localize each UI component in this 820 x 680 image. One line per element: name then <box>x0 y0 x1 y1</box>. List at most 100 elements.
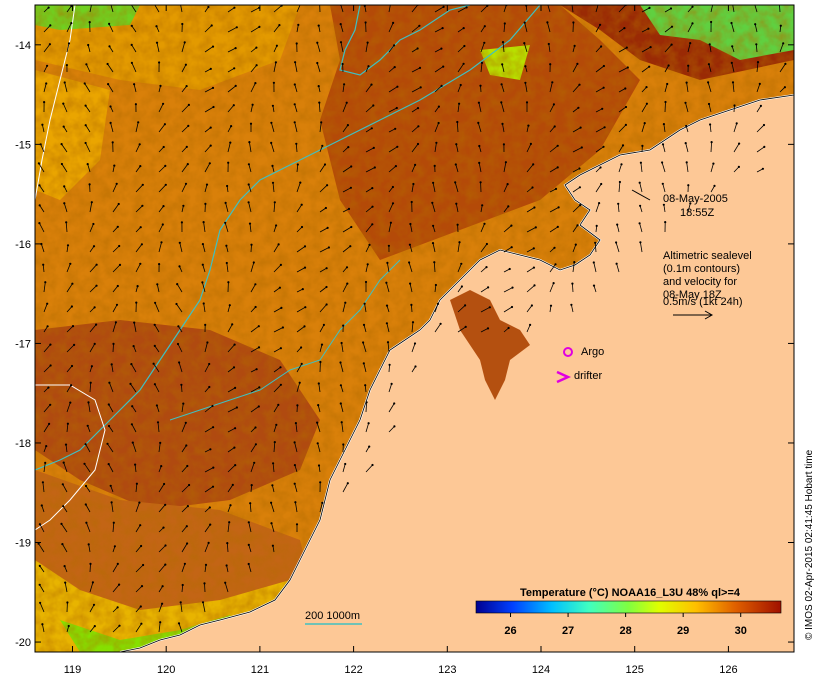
velocity-arrow <box>641 66 650 73</box>
velocity-arrow <box>88 544 91 553</box>
velocity-arrow <box>181 64 187 73</box>
velocity-arrow <box>640 242 643 253</box>
velocity-arrow <box>756 168 764 173</box>
velocity-arrow <box>273 307 282 313</box>
velocity-arrow <box>66 325 74 333</box>
velocity-arrow-head <box>322 323 325 326</box>
velocity-arrow <box>480 5 488 13</box>
y-tick-label: -14 <box>15 40 31 52</box>
velocity-arrow <box>249 223 252 233</box>
velocity-arrow <box>250 387 260 393</box>
velocity-arrow <box>43 326 48 333</box>
velocity-arrow-head <box>201 601 205 604</box>
velocity-arrow-head <box>130 3 132 5</box>
velocity-arrow <box>135 263 141 273</box>
velocity-arrow <box>502 42 505 53</box>
velocity-arrow <box>88 402 91 413</box>
velocity-arrow <box>86 64 91 73</box>
velocity-arrow-head <box>551 81 554 84</box>
velocity-arrow-head <box>38 564 41 568</box>
velocity-arrow <box>386 305 390 313</box>
velocity-arrow <box>386 282 390 293</box>
velocity-arrow-head <box>234 464 237 467</box>
velocity-arrow <box>271 122 275 133</box>
velocity-arrow-head <box>393 66 396 69</box>
velocity-arrow-head <box>666 82 669 86</box>
velocity-arrow <box>457 63 464 73</box>
velocity-arrow-head <box>48 43 52 46</box>
velocity-arrow-head <box>576 224 579 227</box>
velocity-arrow <box>249 142 252 153</box>
velocity-arrow-head <box>201 243 204 246</box>
velocity-arrow-head <box>159 84 162 87</box>
velocity-arrow <box>85 504 91 513</box>
argo-marker <box>563 347 573 357</box>
velocity-arrow <box>43 282 46 293</box>
velocity-arrow-head <box>294 422 297 425</box>
velocity-arrow-head <box>437 105 440 108</box>
velocity-arrow-head <box>645 86 648 89</box>
velocity-arrow <box>250 104 253 113</box>
velocity-arrow <box>501 64 505 73</box>
velocity-arrow <box>294 483 298 493</box>
velocity-arrow-head <box>62 125 65 128</box>
velocity-arrow-head <box>206 341 209 344</box>
velocity-arrow <box>434 48 442 53</box>
velocity-arrow-head <box>685 81 688 84</box>
velocity-arrow <box>615 242 620 253</box>
velocity-arrow <box>503 183 508 193</box>
velocity-arrow-head <box>321 501 324 504</box>
velocity-arrow <box>340 42 344 53</box>
velocity-arrow-head <box>211 45 215 48</box>
velocity-arrow-head <box>229 141 232 144</box>
velocity-arrow <box>62 505 68 513</box>
velocity-arrow-head <box>155 25 158 28</box>
velocity-arrow-head <box>344 462 347 466</box>
velocity-arrow-head <box>437 121 440 125</box>
velocity-arrow <box>526 227 536 233</box>
velocity-arrow <box>294 442 298 453</box>
velocity-arrow-head <box>784 62 787 65</box>
velocity-arrow <box>226 565 229 573</box>
velocity-arrow-head <box>234 386 237 389</box>
velocity-arrow <box>250 406 260 413</box>
velocity-arrow-head <box>185 145 188 148</box>
velocity-arrow <box>388 66 395 73</box>
velocity-arrow <box>572 147 582 153</box>
velocity-arrow-head <box>43 101 46 104</box>
velocity-arrow-head <box>159 621 162 624</box>
velocity-arrow-head <box>483 25 486 28</box>
legend-line-5: 0.5m/s (1kt 24h) <box>663 296 742 308</box>
velocity-arrow-head <box>117 202 120 206</box>
velocity-arrow-head <box>247 521 250 524</box>
velocity-arrow <box>158 603 163 613</box>
velocity-arrow-head <box>209 67 212 70</box>
velocity-arrow <box>227 505 231 513</box>
velocity-arrow <box>66 344 75 353</box>
velocity-arrow <box>85 485 91 493</box>
velocity-arrow <box>664 101 666 113</box>
velocity-arrow-head <box>112 342 115 345</box>
velocity-arrow-head <box>389 221 392 224</box>
velocity-arrow-head <box>159 441 162 444</box>
velocity-arrow-head <box>624 123 628 126</box>
velocity-arrow-head <box>209 144 212 147</box>
velocity-arrow-head <box>275 44 278 47</box>
velocity-arrow-head <box>84 124 87 127</box>
velocity-arrow-head <box>342 324 345 327</box>
velocity-arrow <box>135 502 140 513</box>
velocity-arrow-head <box>549 304 553 307</box>
velocity-arrow <box>84 83 91 93</box>
velocity-arrow <box>177 343 183 353</box>
velocity-arrow <box>134 464 137 473</box>
velocity-arrow-head <box>684 142 687 145</box>
velocity-arrow-head <box>186 464 189 468</box>
velocity-arrow-head <box>118 244 121 248</box>
velocity-arrow-head <box>182 204 185 207</box>
velocity-arrow-head <box>412 182 415 186</box>
velocity-arrow-head <box>201 263 204 266</box>
velocity-arrow-head <box>42 263 45 266</box>
velocity-arrow <box>641 86 647 93</box>
velocity-arrow-head <box>367 422 370 425</box>
velocity-arrow <box>409 283 413 293</box>
